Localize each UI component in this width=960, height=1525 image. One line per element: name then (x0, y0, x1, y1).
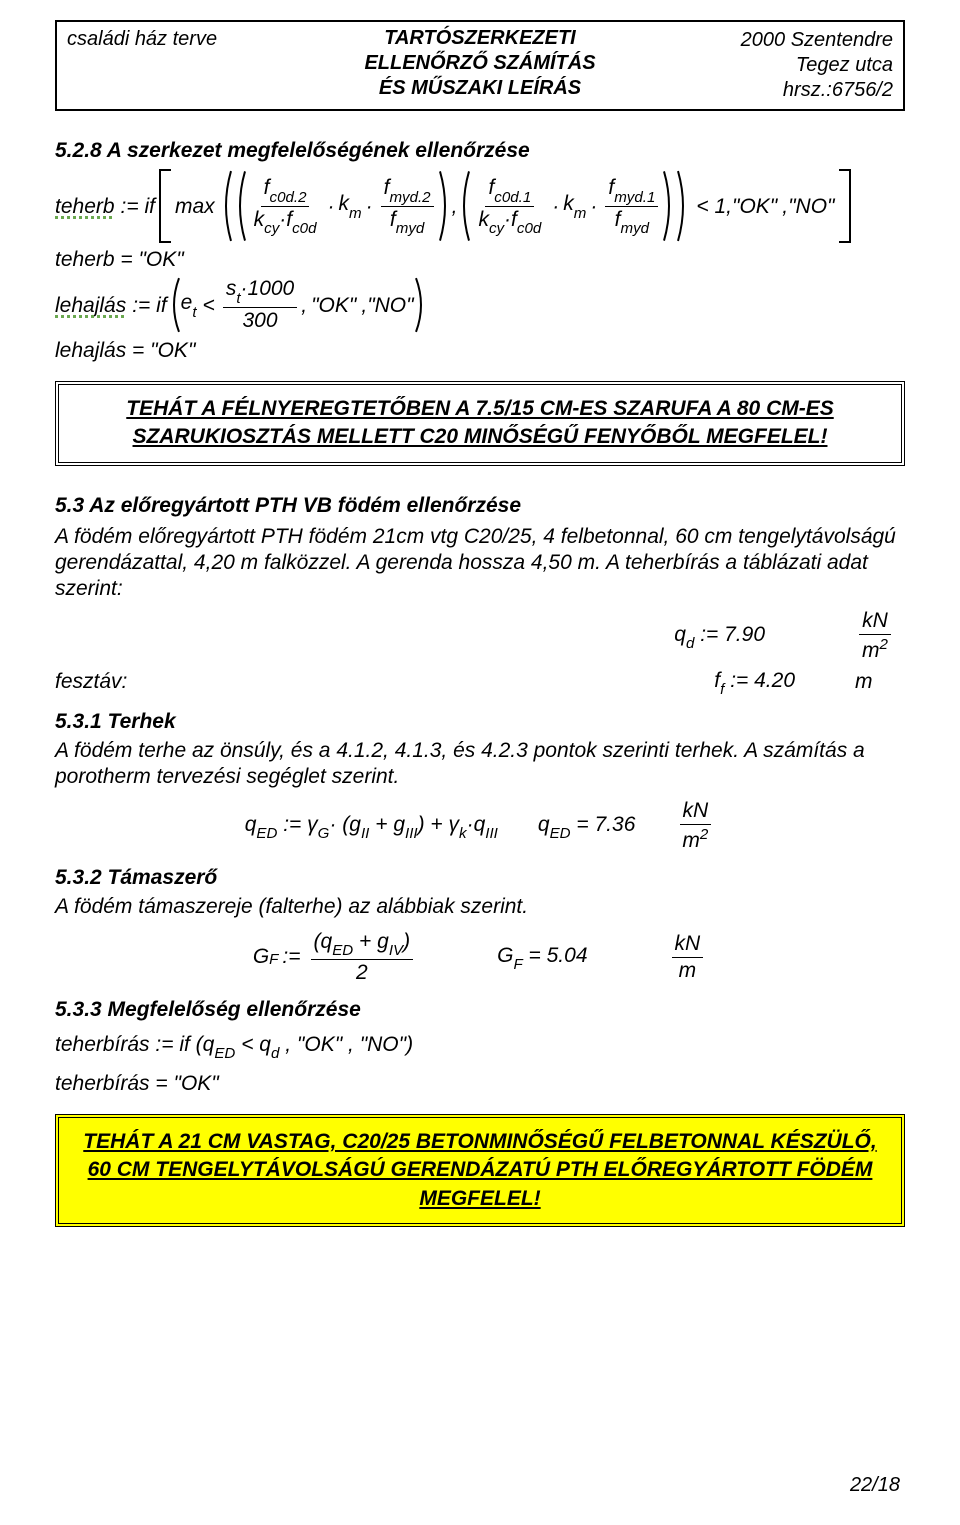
section-532-para: A födém támaszereje (falterhe) az alábbi… (55, 894, 905, 920)
fesztav-row: fesztáv: ff := 4.20 m (55, 669, 905, 696)
teherbiras-result: teherbírás = "OK" (55, 1073, 905, 1094)
section-53-title: 5.3 Az előregyártott PTH VB födém ellenő… (55, 494, 905, 518)
section-531-title: 5.3.1 Terhek (55, 710, 905, 734)
teherbiras-def: teherbírás := if (qED < qd , "OK" , "NO"… (55, 1034, 905, 1059)
gf-eq-row: GF := (qED + gIV) 2 GF = 5.04 kN m (55, 931, 905, 984)
section-528-title: 5.2.8 A szerkezet megfelelőségének ellen… (55, 139, 905, 163)
eq-teherb-def: teherb := if max fc0d.2 kcy·fc0d · km · … (55, 169, 905, 243)
lt1: < 1 (696, 196, 726, 217)
rparen-icon (438, 169, 452, 243)
header-right-l1: 2000 Szentendre (650, 28, 893, 53)
var-lehajlas: lehajlás (55, 295, 126, 316)
eq-teherb-result: teherb = "OK" (55, 249, 905, 270)
header-right-l3: hrsz.:6756/2 (650, 78, 893, 103)
header-center-l1: TARTÓSZERKEZETI (310, 26, 650, 51)
rparen-icon (676, 169, 690, 243)
eq-lehajlas-result: lehajlás = "OK" (55, 340, 905, 361)
no: "NO" (788, 196, 834, 217)
section-53-para: A födém előregyártott PTH födém 21cm vtg… (55, 524, 905, 603)
var-teherb: teherb (55, 196, 115, 217)
section-533-title: 5.3.3 Megfelelőség ellenőrzése (55, 998, 905, 1022)
header-right: 2000 Szentendre Tegez utca hrsz.:6756/2 (650, 26, 893, 103)
header-right-l2: Tegez utca (650, 53, 893, 78)
result-box-2: TEHÁT A 21 CM VASTAG, C20/25 BETONMINŐSÉ… (55, 1114, 905, 1227)
header-center: TARTÓSZERKEZETI ELLENŐRZŐ SZÁMÍTÁS ÉS MŰ… (310, 26, 650, 101)
header-left: családi ház terve (67, 26, 310, 51)
lparen-icon (167, 276, 181, 334)
section-532-title: 5.3.2 Támaszerő (55, 866, 905, 890)
eq-lehajlas-def: lehajlás := if et < st·1000 300 , "OK" ,… (55, 276, 905, 334)
header-center-l3: ÉS MŰSZAKI LEÍRÁS (310, 76, 650, 101)
rparen-icon (414, 276, 428, 334)
lparen-icon (457, 169, 471, 243)
lparen-icon (233, 169, 247, 243)
section-531-para: A födém terhe az önsúly, és a 4.1.2, 4.1… (55, 738, 905, 791)
qed-eq-row: qED := γG· (gII + gIII) + γk·qIII qED = … (55, 800, 905, 852)
page: családi ház terve TARTÓSZERKEZETI ELLENŐ… (0, 0, 960, 1525)
ok: "OK" (732, 196, 777, 217)
txt-if: := if (121, 196, 155, 217)
qd-row: qd := 7.90 kN m2 (55, 610, 905, 662)
header-center-l2: ELLENŐRZŐ SZÁMÍTÁS (310, 51, 650, 76)
rparen-icon (662, 169, 676, 243)
txt-max: max (175, 196, 215, 217)
result-box-1: TEHÁT A FÉLNYEREGTETŐBEN A 7.5/15 CM-ES … (55, 381, 905, 466)
header-box: családi ház terve TARTÓSZERKEZETI ELLENŐ… (55, 20, 905, 111)
page-number: 22/18 (850, 1474, 900, 1497)
lparen-icon (219, 169, 233, 243)
